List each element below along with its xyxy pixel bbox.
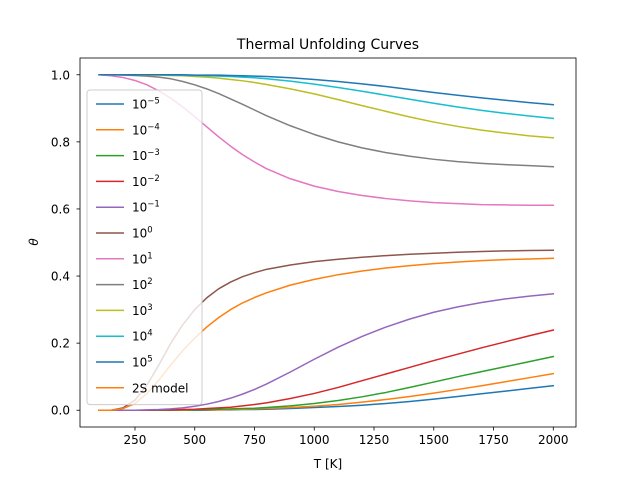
series-layer	[98, 73, 555, 411]
y-axis-label: θ	[27, 238, 41, 246]
legend-label-4: 10−1	[132, 200, 160, 215]
x-tick-label-0: 250	[124, 433, 147, 447]
legend-label-8: 103	[132, 303, 153, 318]
x-tick-label-1: 500	[183, 433, 206, 447]
legend-label-3: 10−2	[132, 174, 160, 189]
x-tick-label-4: 1250	[359, 433, 390, 447]
legend-box	[86, 89, 203, 406]
x-tick-label-6: 1750	[478, 433, 509, 447]
legend-label-2: 10−3	[132, 148, 160, 163]
x-tick-label-7: 2000	[538, 433, 569, 447]
y-tick-label-2: 0.4	[51, 270, 70, 284]
x-tick-label-5: 1500	[419, 433, 450, 447]
y-tick-label-3: 0.6	[51, 202, 70, 216]
series-line-7	[98, 74, 555, 168]
legend-label-7: 102	[132, 277, 153, 292]
legend-label-10: 105	[132, 355, 153, 370]
y-tick-label-0: 0.0	[51, 404, 70, 418]
legend-label-6: 101	[132, 251, 153, 266]
plot-frame	[79, 57, 577, 428]
y-tick-label-5: 1.0	[51, 68, 70, 82]
chart-title: Thermal Unfolding Curves	[236, 37, 419, 53]
legend-label-0: 10−5	[132, 97, 160, 112]
legend-label-9: 104	[132, 329, 153, 344]
y-tick-label-1: 0.2	[51, 337, 70, 351]
legend-label-1: 10−4	[132, 122, 160, 137]
axes-layer: 250 500 750 1000 1250 1500 1750 2000 0.0 0.2 0.4 0.…	[51, 57, 577, 447]
series-line-10	[98, 74, 555, 106]
y-tick-label-4: 0.8	[51, 135, 70, 149]
x-tick-label-2: 750	[243, 433, 266, 447]
series-line-6	[98, 73, 555, 207]
series-line-4	[98, 293, 555, 411]
legend-label-5: 100	[132, 226, 153, 241]
x-tick-label-3: 1000	[299, 433, 330, 447]
x-axis-label: T [K]	[313, 457, 342, 471]
legend-label-11: 2S model	[132, 381, 188, 395]
legend: 10−5 10−4 10−3 10−2 10−1 100 101 102 103 104 105 2S…	[86, 89, 203, 406]
